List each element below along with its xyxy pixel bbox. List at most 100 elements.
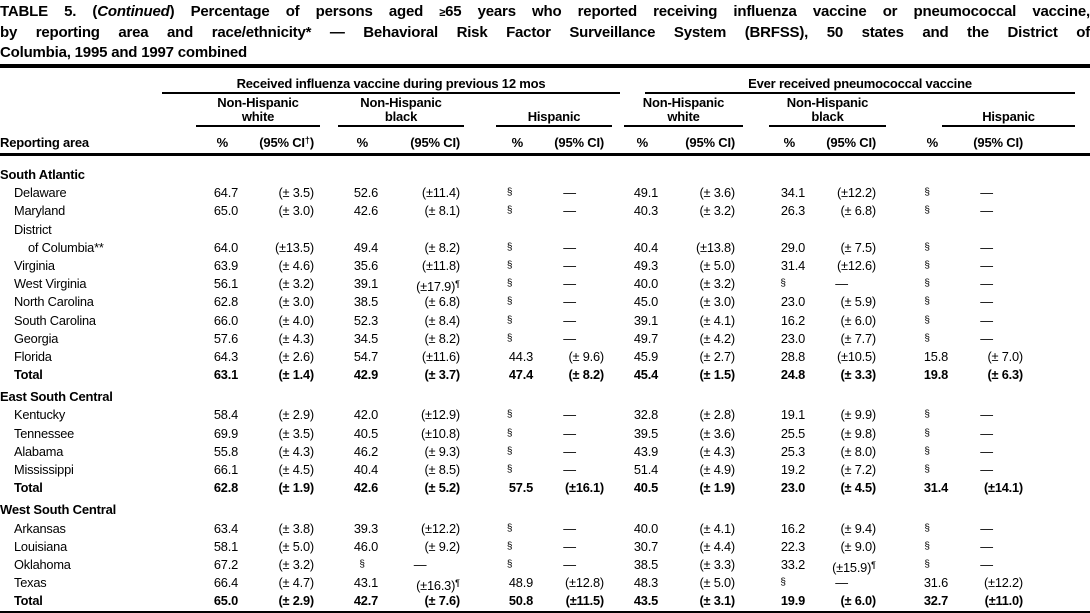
ci-value: (± 6.0) (840, 312, 877, 328)
ci-value-cell: (±12.2) (380, 520, 470, 540)
title-table-number: TABLE 5. ( (0, 3, 98, 20)
ci-value: (± 3.5) (278, 425, 315, 441)
ci-value-cell: (± 4.5) (240, 461, 330, 481)
ci-value-cell: (± 4.6) (240, 257, 330, 277)
ci-value-cell: (± 9.6) (535, 348, 620, 366)
race-column-header: Non-Hispanic white (624, 94, 743, 127)
percent-value-cell: 40.5 (353, 425, 378, 441)
small-sample-footnote-marker: ¶ (455, 578, 460, 589)
ci-value: (± 3.2) (278, 276, 315, 292)
percent-value-cell: 23.0 (780, 480, 805, 496)
percent-value-cell: 49.4 (353, 239, 378, 255)
ci-value: (±12.2) (836, 185, 876, 201)
insufficient-sample-marker: § (924, 332, 930, 344)
greater-equal-symbol: ≥ (439, 7, 446, 19)
percent-value-cell: 35.6 (353, 257, 378, 273)
percent-value-cell: § (890, 520, 950, 540)
table-row: Delaware 64.7 (± 3.5) 52.6 (±11.4) § — 49.1 (± 3… (0, 184, 1090, 202)
ci-value: (±16.3) (416, 578, 456, 594)
percent-value-cell: § (890, 312, 950, 332)
ci-value-cell: (± 2.8) (660, 406, 745, 426)
percent-value-cell: 49.1 (633, 185, 658, 201)
percent-value-cell: 39.3 (353, 520, 378, 536)
ci-value-cell: (± 8.2) (380, 330, 470, 350)
table-row: Total 63.1 (± 1.4) 42.9 (± 3.7) 47.4 (± 8.2) 45… (0, 366, 1090, 384)
ci-value-cell: (± 9.8) (807, 425, 890, 445)
table-row: Florida 64.3 (± 2.6) 54.7 (±11.6) 44.3 (± 9.6)… (0, 348, 1090, 366)
reporting-area-cell: Georgia (14, 330, 59, 346)
percent-value-cell: § (890, 330, 950, 350)
percent-value-cell: § (470, 443, 535, 463)
percent-value-cell: 49.7 (633, 330, 658, 346)
dagger-footnote-marker: † (304, 135, 310, 145)
ci-value: (± 7.5) (840, 239, 877, 255)
ci-value-cell: (± 6.3) (950, 366, 1075, 384)
percent-value-cell: § (470, 556, 535, 577)
ci-value-cell: — (980, 425, 993, 441)
ci-value-cell: — (980, 443, 993, 459)
ci-value-cell: (± 5.0) (240, 538, 330, 558)
percent-value-cell: 24.8 (780, 367, 805, 383)
ci-label: (95% CI (259, 135, 305, 150)
ci-value: (± 8.2) (568, 367, 605, 383)
ci-value: (± 3.3) (699, 556, 736, 572)
insufficient-sample-marker: § (924, 445, 930, 457)
ci-value: (± 2.9) (278, 407, 315, 423)
percent-value-cell: 64.3 (213, 348, 238, 364)
percent-value-cell: 63.1 (213, 367, 238, 383)
ci-value: (±11.5) (565, 593, 605, 609)
ci-value-cell: (± 3.8) (240, 520, 330, 540)
ci-value-cell: (± 3.1) (660, 592, 745, 610)
ci-value: (±12.8) (564, 575, 604, 591)
table-bottom-rule (0, 610, 1090, 613)
ci-value: (± 1.9) (699, 480, 736, 496)
ci-value-cell: (± 3.5) (240, 425, 330, 445)
percent-value-cell: § (470, 184, 535, 204)
ci-value: (± 9.9) (840, 407, 877, 423)
insufficient-sample-marker: § (506, 187, 513, 199)
table-title: TABLE 5. (Continued) Percentage of perso… (0, 0, 1090, 63)
ci-value-cell: (± 9.0) (807, 538, 890, 558)
ci-value: (± 3.7) (424, 367, 461, 383)
ci-value-cell: — (980, 330, 993, 346)
race-column-header: Hispanic (942, 94, 1075, 127)
table-row: Georgia 57.6 (± 4.3) 34.5 (± 8.2) § — 49.7 (± 4.… (0, 330, 1090, 348)
ci-value: (± 3.5) (278, 185, 315, 201)
ci-value-cell: — (563, 538, 576, 554)
ci-value: (± 5.0) (699, 575, 736, 591)
insufficient-sample-marker: § (506, 445, 513, 457)
ci-value: (± 6.8) (424, 294, 461, 310)
ci-value-cell: (± 5.9) (807, 293, 890, 313)
insufficient-sample-marker: § (506, 522, 513, 534)
percent-value-cell: 57.6 (213, 330, 238, 346)
percent-value-cell: § (890, 461, 950, 481)
table-row: Total 65.0 (± 2.9) 42.7 (± 7.6) 50.8 (±11.5) 43… (0, 592, 1090, 610)
reporting-area-cell: South Carolina (14, 312, 96, 328)
ci-value: (± 5.0) (278, 538, 315, 554)
ci-column-header: (95% CI) (950, 135, 1075, 153)
percent-value-cell: 42.9 (353, 367, 378, 383)
ci-value-cell: (±16.1) (535, 479, 620, 497)
ci-value: (± 4.3) (278, 443, 315, 459)
table-header: Reporting area Received influenza vaccine… (0, 68, 1090, 156)
ci-value-cell: (±17.9)¶ (380, 275, 470, 296)
insufficient-sample-marker: § (924, 464, 930, 475)
ci-value: (±12.2) (420, 520, 460, 536)
ci-value-cell: — (980, 257, 993, 273)
ci-value-cell: (± 2.9) (240, 406, 330, 426)
ci-value-cell: (± 5.2) (380, 479, 470, 497)
insufficient-sample-marker: § (506, 558, 513, 570)
ci-label-close: ) (1018, 135, 1023, 150)
ci-value-cell: — (563, 556, 576, 572)
ci-value: (± 7.6) (424, 593, 461, 609)
reporting-area-cell: North Carolina (14, 294, 94, 310)
ci-column-header: (95% CI) (807, 135, 890, 153)
percent-value-cell: 46.2 (353, 443, 378, 459)
ci-label-close: ) (730, 135, 735, 150)
ci-value: (± 6.0) (840, 593, 877, 609)
section-header-row: West South Central (0, 501, 1090, 519)
title-line-3: Columbia, 1995 and 1997 combined (0, 44, 248, 61)
ci-value: (± 9.2) (424, 538, 461, 554)
race-label-line2: black (384, 109, 418, 124)
